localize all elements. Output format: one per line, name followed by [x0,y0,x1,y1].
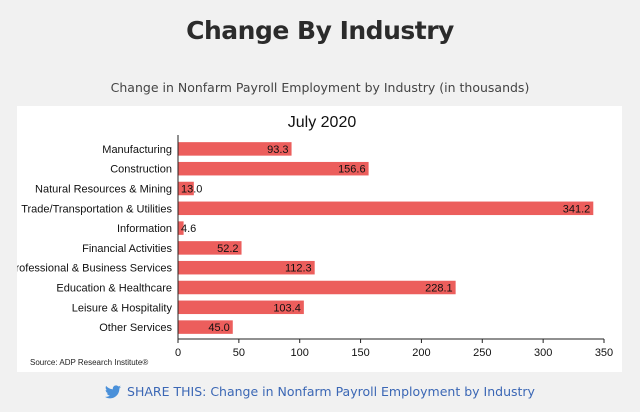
bar [178,241,242,255]
x-tick-label: 300 [534,347,552,359]
bar-chart: July 2020 Manufacturing 93.3 Construction 1… [8,114,613,367]
x-tick-label: 0 [175,347,181,359]
x-tick-label: 100 [291,347,309,359]
source-note: Source: ADP Research Institute® [30,358,148,367]
category-label: Leisure & Hospitality [72,302,173,314]
x-tick-label: 350 [595,347,613,359]
chart-card: July 2020 Manufacturing 93.3 Construction 1… [8,106,622,372]
bar [178,320,233,334]
share-label: SHARE THIS: Change in Nonfarm Payroll Em… [127,384,535,399]
category-label: Information [117,223,172,235]
category-label: Manufacturing [102,144,172,156]
data-label: 156.6 [338,164,366,176]
share-link[interactable]: SHARE THIS: Change in Nonfarm Payroll Em… [0,384,640,399]
bar [178,280,456,295]
data-label: 103.4 [273,302,301,314]
x-tick-label: 250 [473,347,491,359]
category-label: Other Services [99,322,172,334]
bar [178,300,304,315]
data-label: 341.2 [563,203,591,215]
category-label: Natural Resources & Mining [35,184,172,196]
data-label: 45.0 [208,322,229,334]
chart-title: July 2020 [288,114,357,131]
data-label: 228.1 [425,283,453,295]
category-label: Financial Activities [82,243,172,255]
x-tick-label: 150 [351,347,369,359]
category-label: Education & Healthcare [56,283,172,295]
bar [178,142,292,156]
bar [178,181,194,196]
category-label: Trade/Transportation & Utilities [21,203,172,215]
data-label: 93.3 [267,144,288,156]
data-label: 52.2 [217,243,238,255]
bar [178,260,315,275]
data-label: 112.3 [285,263,312,275]
bar [178,161,369,176]
chart-subtitle: Change in Nonfarm Payroll Employment by … [110,80,530,95]
bar [178,221,184,235]
category-label: Construction [110,164,172,176]
x-tick-label: 50 [233,347,245,359]
data-label: 13.0 [181,184,202,196]
category-label: Professional & Business Services [17,263,172,275]
twitter-icon [105,385,122,399]
bar [178,201,594,216]
page-title: Change By Industry [186,16,454,45]
x-tick-label: 200 [412,347,430,359]
data-label: 4.6 [181,223,196,235]
